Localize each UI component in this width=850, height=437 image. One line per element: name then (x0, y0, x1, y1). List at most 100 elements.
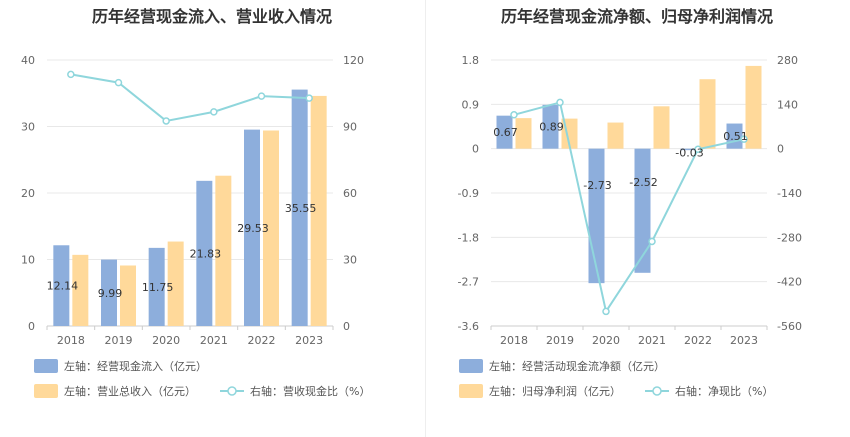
legend-label: 左轴：经营活动现金流净额（亿元） (489, 359, 665, 373)
ratio-point[interactable] (305, 94, 313, 102)
left-axis-tick-label: -3.6 (458, 320, 479, 333)
bar-data-label: 12.14 (47, 280, 79, 293)
bar-data-label: 9.99 (98, 287, 123, 300)
legend-label: 右轴：营收现金比（%） (250, 384, 370, 398)
right-chart-panel: 历年经营现金流净额、归母净利润情况 -3.6 -2.7 -1.8 -0.9 0 0.9 1.… (425, 0, 850, 437)
ratio-point[interactable] (602, 307, 610, 316)
legend-item[interactable]: 右轴：净现比（%） (645, 384, 773, 398)
bar-primary[interactable] (496, 115, 513, 149)
x-axis-tick-label: 2023 (295, 334, 323, 347)
left-axis-tick-label: 1.8 (462, 54, 480, 67)
bar-secondary[interactable] (607, 122, 624, 149)
bar-data-label: 0.89 (539, 121, 564, 134)
bar-primary[interactable] (291, 89, 308, 326)
left-axis-tick-label: 20 (21, 187, 35, 200)
ratio-point[interactable] (114, 78, 123, 87)
left-axis-tick-label: 30 (21, 121, 35, 134)
ratio-point[interactable] (648, 237, 656, 246)
ratio-line (70, 73, 310, 123)
right-axis-tick-label: 0 (343, 320, 350, 333)
left-axis-tick-label: 0.9 (462, 98, 480, 111)
legend-swatch-marker (227, 386, 237, 396)
x-axis-tick-label: 2018 (57, 334, 85, 347)
left-axis-tick-label: -0.9 (458, 187, 479, 200)
ratio-point[interactable] (257, 92, 266, 100)
bar-data-label: -0.03 (675, 147, 703, 160)
right-axis-tick-label: 60 (343, 187, 357, 200)
ratio-point[interactable] (740, 135, 748, 143)
legend-item[interactable]: 右轴：营收现金比（%） (220, 384, 370, 398)
bar-secondary[interactable] (310, 95, 327, 326)
x-axis-tick-label: 2022 (684, 334, 712, 347)
bar-data-label: 29.53 (237, 222, 269, 235)
legend-swatch (34, 359, 58, 373)
ratio-point[interactable] (510, 111, 518, 119)
bar-primary[interactable] (196, 180, 213, 326)
left-chart: 历年经营现金流入、营业收入情况 0 10 20 30 40 0 30 60 90 120 2018 2… (21, 7, 370, 398)
bar-secondary[interactable] (215, 175, 232, 326)
chart-title: 历年经营现金流净额、归母净利润情况 (501, 7, 773, 26)
right-chart: 历年经营现金流净额、归母净利润情况 -3.6 -2.7 -1.8 -0.9 0 0.9 1.… (458, 7, 802, 398)
right-axis-tick-label: 120 (343, 54, 364, 67)
bar-secondary[interactable] (167, 241, 184, 326)
bar-data-label: -2.52 (629, 176, 657, 189)
bar-data-label: 21.83 (190, 247, 222, 260)
bar-secondary[interactable] (653, 106, 670, 149)
right-axis-tick-label: 280 (777, 54, 798, 67)
ratio-point[interactable] (210, 108, 218, 116)
bar-primary[interactable] (634, 148, 651, 273)
bar-data-label: 11.75 (142, 281, 174, 294)
legend-label: 左轴：营业总收入（亿元） (64, 384, 196, 398)
bar-data-label: 0.67 (493, 126, 518, 139)
bar-primary[interactable] (148, 247, 165, 326)
left-axis-tick-label: 10 (21, 254, 35, 267)
ratio-line (513, 101, 745, 314)
bar-data-label: 0.51 (723, 130, 748, 143)
bar-primary[interactable] (680, 148, 697, 151)
ratio-point[interactable] (694, 145, 702, 154)
x-axis-tick-label: 2020 (152, 334, 180, 347)
ratio-point[interactable] (67, 70, 75, 79)
legend-swatch (34, 384, 58, 398)
right-axis-tick-label: -140 (777, 187, 802, 200)
left-axis-tick-label: -1.8 (458, 231, 479, 244)
bar-secondary[interactable] (72, 254, 89, 326)
chart-title: 历年经营现金流入、营业收入情况 (92, 7, 332, 26)
bar-data-label: -2.73 (583, 179, 611, 192)
legend-item[interactable]: 左轴：归母净利润（亿元） (459, 384, 621, 398)
bar-secondary[interactable] (120, 265, 136, 326)
left-axis-tick-label: 40 (21, 54, 35, 67)
x-axis-tick-label: 2021 (638, 334, 666, 347)
bar-primary[interactable] (588, 148, 605, 284)
legend-item[interactable]: 左轴：经营活动现金流净额（亿元） (459, 359, 665, 373)
bar-primary[interactable] (542, 104, 559, 149)
legend-item[interactable]: 左轴：经营现金流入（亿元） (34, 359, 207, 373)
legend-label: 右轴：净现比（%） (675, 384, 773, 398)
left-chart-panel: 历年经营现金流入、营业收入情况 0 10 20 30 40 0 30 60 90 120 2018 2… (21, 7, 370, 398)
left-axis-tick-label: 0 (472, 143, 479, 156)
bar-primary[interactable] (101, 259, 117, 326)
right-axis-tick-label: 140 (777, 98, 798, 111)
left-axis-tick-label: -2.7 (458, 276, 479, 289)
legend-swatch (459, 359, 483, 373)
bar-secondary[interactable] (263, 130, 279, 326)
bar-secondary[interactable] (699, 79, 716, 149)
bar-secondary[interactable] (745, 65, 762, 149)
left-axis-tick-label: 0 (28, 320, 35, 333)
x-axis-tick-label: 2020 (592, 334, 620, 347)
right-axis-tick-label: 0 (777, 143, 784, 156)
legend-label: 左轴：归母净利润（亿元） (489, 384, 621, 398)
legend-swatch-marker (652, 386, 662, 396)
right-axis-tick-label: -280 (777, 231, 802, 244)
x-axis-tick-label: 2019 (105, 334, 133, 347)
ratio-point[interactable] (556, 98, 564, 107)
ratio-point[interactable] (162, 117, 170, 125)
bar-primary[interactable] (53, 245, 70, 326)
right-axis-tick-label: -560 (777, 320, 802, 333)
x-axis-tick-label: 2022 (248, 334, 276, 347)
x-axis-tick-label: 2023 (730, 334, 758, 347)
legend-item[interactable]: 左轴：营业总收入（亿元） (34, 384, 196, 398)
right-axis-tick-label: 30 (343, 254, 357, 267)
bar-secondary[interactable] (515, 118, 532, 149)
bar-primary[interactable] (244, 129, 260, 326)
